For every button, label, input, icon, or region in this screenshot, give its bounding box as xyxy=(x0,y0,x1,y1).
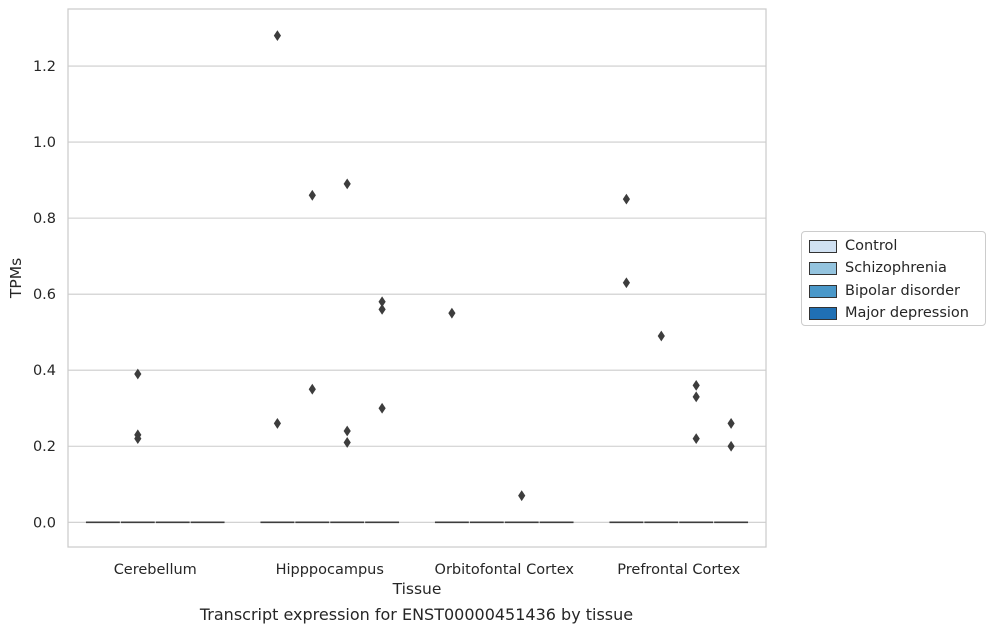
y-tick-label: 0.4 xyxy=(33,363,56,379)
outlier-point xyxy=(448,307,456,319)
outlier-point xyxy=(273,30,281,42)
outlier-point xyxy=(518,490,526,502)
legend-swatch-bipolar-disorder xyxy=(809,284,837,298)
outlier-point xyxy=(134,433,142,445)
outlier-point xyxy=(273,418,281,429)
outlier-point xyxy=(308,383,316,395)
outlier-point xyxy=(622,277,630,289)
outlier-point xyxy=(727,418,735,429)
chart-caption: Transcript expression for ENST0000045143… xyxy=(199,605,634,624)
outlier-point xyxy=(378,303,386,315)
outlier-point xyxy=(692,380,700,391)
x-tick-label: Hipppocampus xyxy=(276,562,384,578)
legend-label-schizophrenia: Schizophrenia xyxy=(845,260,947,276)
x-tick-label: Orbitofontal Cortex xyxy=(435,562,575,578)
outlier-point xyxy=(378,296,386,308)
y-tick-label: 0.6 xyxy=(33,287,56,303)
legend-item-schizophrenia: Schizophrenia xyxy=(809,259,947,277)
legend-label-control: Control xyxy=(845,238,898,254)
outlier-point xyxy=(343,425,351,437)
x-tick-label: Prefrontal Cortex xyxy=(617,562,740,578)
x-axis-label: Tissue xyxy=(392,580,442,598)
grid-lines xyxy=(68,65,766,523)
x-tick-labels: Cerebellum Hipppocampus Orbitofontal Corte… xyxy=(114,562,741,578)
outlier-point xyxy=(343,437,351,448)
legend: Control Schizophrenia Bipolar disorder M… xyxy=(801,231,986,326)
y-tick-label: 0.2 xyxy=(33,439,56,455)
legend-swatch-major-depression xyxy=(809,306,837,320)
legend-item-control: Control xyxy=(809,237,897,255)
y-axis-label: TPMs xyxy=(7,258,25,299)
outlier-point xyxy=(692,391,700,403)
legend-swatch-schizophrenia xyxy=(809,261,837,275)
outlier-point xyxy=(343,178,351,190)
legend-label-bipolar-disorder: Bipolar disorder xyxy=(845,283,960,299)
outlier-point xyxy=(692,433,700,445)
y-tick-label: 1.2 xyxy=(33,59,56,75)
y-tick-label: 0.0 xyxy=(33,515,56,531)
outlier-point xyxy=(657,330,665,342)
outlier-point xyxy=(727,440,735,452)
legend-item-bipolar-disorder: Bipolar disorder xyxy=(809,282,960,300)
y-tick-labels: 0.0 0.2 0.4 0.6 0.8 1.0 1.2 xyxy=(33,59,56,531)
plot-frame xyxy=(67,8,767,548)
y-tick-label: 1.0 xyxy=(33,135,56,151)
y-tick-label: 0.8 xyxy=(33,211,56,227)
outlier-point xyxy=(622,193,630,205)
outlier-point xyxy=(378,402,386,414)
outlier-point xyxy=(134,368,142,380)
outlier-point xyxy=(308,189,316,201)
outliers xyxy=(134,30,735,502)
x-tick-label: Cerebellum xyxy=(114,562,197,578)
legend-label-major-depression: Major depression xyxy=(845,305,969,321)
legend-swatch-control xyxy=(809,239,837,253)
legend-item-major-depression: Major depression xyxy=(809,304,969,322)
